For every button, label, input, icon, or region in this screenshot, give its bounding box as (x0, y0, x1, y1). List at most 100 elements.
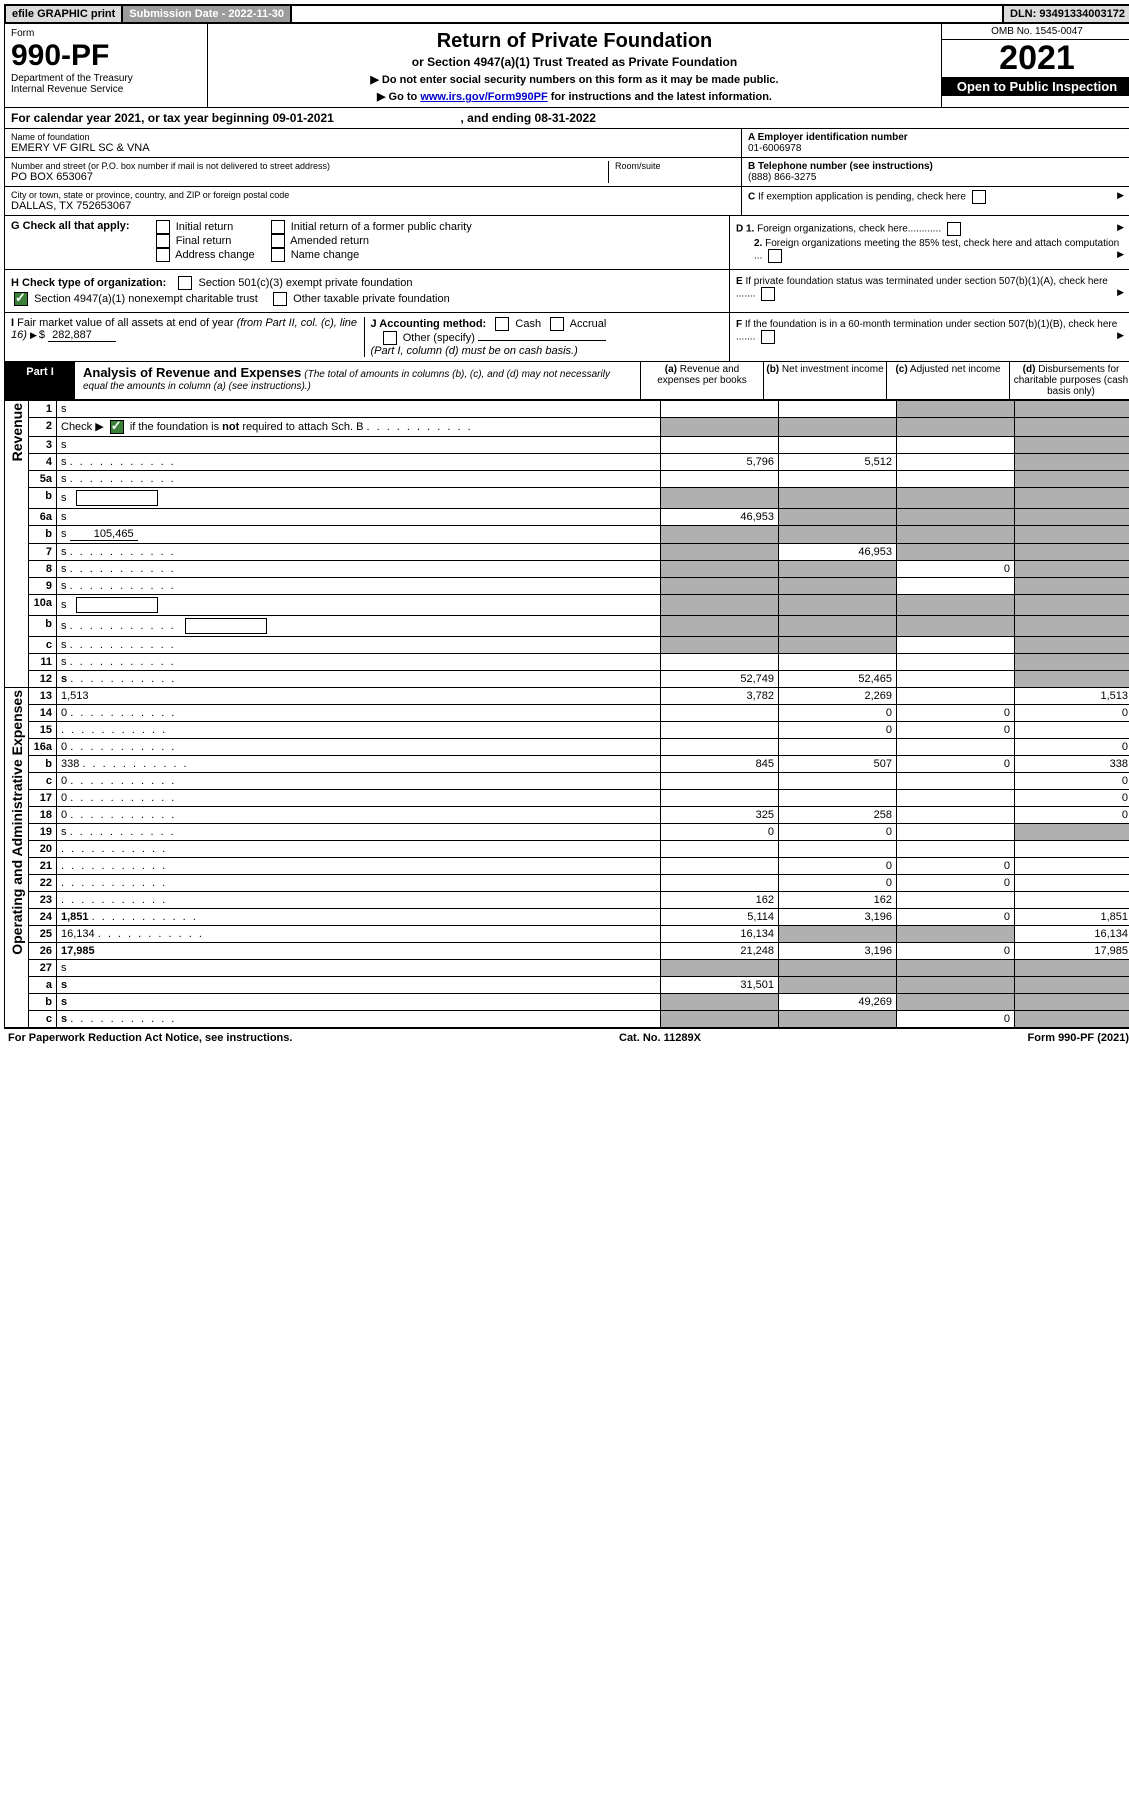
part1-tag: Part I (5, 362, 75, 399)
cell-c (897, 671, 1015, 688)
cell-a (661, 994, 779, 1011)
d2-checkbox[interactable] (768, 249, 782, 263)
cell-d: 0 (1015, 705, 1129, 722)
cell-d: 17,985 (1015, 943, 1129, 960)
line-description (57, 841, 661, 858)
cell-d: 0 (1015, 773, 1129, 790)
cell-c (897, 739, 1015, 756)
open-to-public: Open to Public Inspection (942, 77, 1129, 96)
schb-checkbox[interactable] (110, 420, 124, 434)
cell-d (1015, 595, 1129, 616)
g-amended-checkbox[interactable] (271, 234, 285, 248)
table-row: 27s (5, 960, 1129, 977)
tel-value: (888) 866-3275 (748, 172, 816, 183)
cell-d (1015, 437, 1129, 454)
f-checkbox[interactable] (761, 330, 775, 344)
line-description: s (57, 544, 661, 561)
j-cash-checkbox[interactable] (495, 317, 509, 331)
line-description (57, 858, 661, 875)
cell-a (661, 722, 779, 739)
form-note-2: ▶ Go to www.irs.gov/Form990PF for instru… (218, 90, 931, 103)
e-checkbox[interactable] (761, 287, 775, 301)
line-number: a (29, 977, 57, 994)
cell-c (897, 418, 1015, 437)
line-number: 19 (29, 824, 57, 841)
j-accrual-checkbox[interactable] (550, 317, 564, 331)
cell-a: 46,953 (661, 509, 779, 526)
cell-a (661, 471, 779, 488)
cell-c (897, 994, 1015, 1011)
cell-a: 5,114 (661, 909, 779, 926)
efile-label[interactable]: efile GRAPHIC print (6, 6, 123, 22)
cell-c (897, 841, 1015, 858)
entity-info: Name of foundation EMERY VF GIRL SC & VN… (4, 129, 1129, 216)
h-501-checkbox[interactable] (178, 276, 192, 290)
revenue-side-label: Revenue (9, 403, 25, 461)
line-description (57, 892, 661, 909)
line-description: s (57, 960, 661, 977)
cell-c (897, 544, 1015, 561)
table-row: 8s 0 (5, 561, 1129, 578)
g-address-checkbox[interactable] (156, 248, 170, 262)
line-number: 11 (29, 654, 57, 671)
cell-d (1015, 892, 1129, 909)
d1-text: Foreign organizations, check here.......… (757, 224, 941, 235)
cell-b (779, 977, 897, 994)
cell-a (661, 773, 779, 790)
g-final-checkbox[interactable] (156, 234, 170, 248)
line-description: s (57, 454, 661, 471)
form-note-1: ▶ Do not enter social security numbers o… (218, 73, 931, 86)
g-initial-public-checkbox[interactable] (271, 220, 285, 234)
cell-c (897, 526, 1015, 544)
line-description: 0 (57, 790, 661, 807)
line-description: 0 (57, 739, 661, 756)
line-description: 17,985 (57, 943, 661, 960)
cell-b: 0 (779, 824, 897, 841)
h-4947-checkbox[interactable] (14, 292, 28, 306)
instructions-link[interactable]: www.irs.gov/Form990PF (420, 91, 547, 103)
d2-text: Foreign organizations meeting the 85% te… (754, 238, 1119, 262)
cell-c (897, 401, 1015, 418)
foundation-name: EMERY VF GIRL SC & VNA (11, 142, 735, 154)
line-description: s (57, 994, 661, 1011)
g-initial-checkbox[interactable] (156, 220, 170, 234)
line-number: 25 (29, 926, 57, 943)
line-description: 0 (57, 773, 661, 790)
cell-b: 2,269 (779, 688, 897, 705)
table-row: 2Check ▶ if the foundation is not requir… (5, 418, 1129, 437)
cell-c: 0 (897, 909, 1015, 926)
cell-b (779, 471, 897, 488)
line-description: 0 (57, 705, 661, 722)
table-row: 19s 00 (5, 824, 1129, 841)
h-other-checkbox[interactable] (273, 292, 287, 306)
cell-b (779, 616, 897, 637)
line-description: s (57, 824, 661, 841)
cell-d (1015, 401, 1129, 418)
cell-b (779, 926, 897, 943)
cell-a (661, 705, 779, 722)
j-other-checkbox[interactable] (383, 331, 397, 345)
line-description: s (57, 488, 661, 509)
cell-a (661, 561, 779, 578)
cell-a (661, 960, 779, 977)
cell-a: 162 (661, 892, 779, 909)
c-checkbox[interactable] (972, 190, 986, 204)
cell-d (1015, 875, 1129, 892)
cell-b (779, 401, 897, 418)
table-row: 2617,98521,2483,196017,985 (5, 943, 1129, 960)
line-number: b (29, 616, 57, 637)
cell-d (1015, 471, 1129, 488)
d1-checkbox[interactable] (947, 222, 961, 236)
line-number: 20 (29, 841, 57, 858)
line-number: 6a (29, 509, 57, 526)
g-name-checkbox[interactable] (271, 248, 285, 262)
cell-c (897, 892, 1015, 909)
cell-c (897, 790, 1015, 807)
line-description (57, 875, 661, 892)
cell-b: 162 (779, 892, 897, 909)
cell-b: 258 (779, 807, 897, 824)
table-row: bs49,269 (5, 994, 1129, 1011)
cell-d (1015, 994, 1129, 1011)
cell-a (661, 526, 779, 544)
line-description: 16,134 (57, 926, 661, 943)
